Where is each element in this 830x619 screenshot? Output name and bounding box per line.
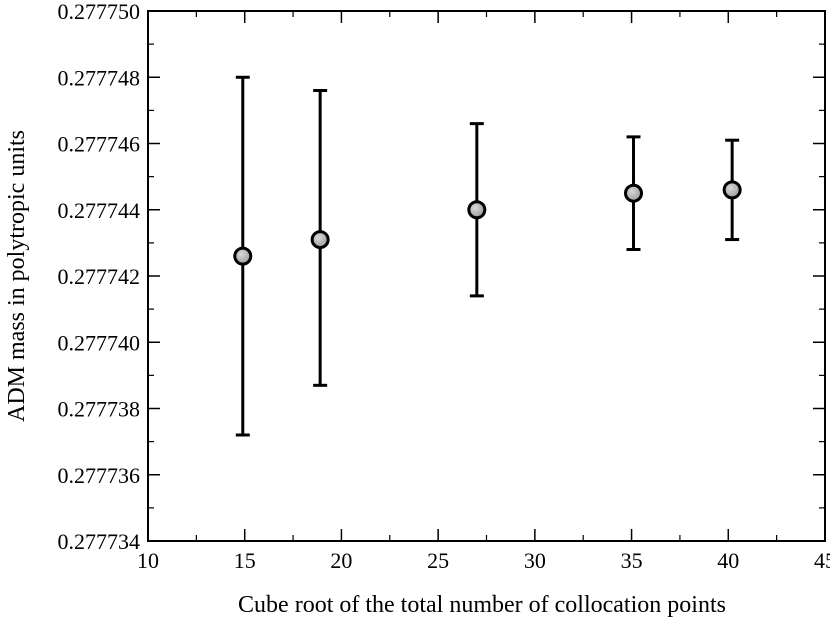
x-tick-label: 20 (330, 548, 352, 573)
data-markers (233, 180, 742, 266)
y-axis-label: ADM mass in polytropic units (4, 130, 30, 422)
x-tick-label: 10 (137, 548, 159, 573)
y-tick-label: 0.277750 (58, 0, 141, 24)
data-point (310, 230, 330, 250)
error-bars (235, 75, 740, 437)
y-tick-label: 0.277734 (58, 529, 141, 554)
x-tick-label: 35 (621, 548, 643, 573)
data-point (722, 180, 742, 200)
y-tick-label: 0.277736 (58, 463, 141, 488)
data-point (467, 200, 487, 220)
x-tick-label: 45 (814, 548, 830, 573)
x-tick-labels: 10 15 20 25 30 35 40 45 (137, 548, 830, 573)
y-tick-label: 0.277740 (58, 330, 141, 355)
plot-frame (147, 10, 826, 542)
y-tick-label: 0.277738 (58, 397, 141, 422)
axis-ticks (147, 10, 826, 542)
x-tick-label: 40 (717, 548, 739, 573)
x-tick-label: 30 (524, 548, 546, 573)
y-tick-label: 0.277746 (58, 132, 141, 157)
data-point (233, 246, 253, 266)
x-tick-label: 15 (234, 548, 256, 573)
y-tick-label: 0.277742 (58, 264, 141, 289)
y-tick-label: 0.277748 (58, 65, 141, 90)
data-point (624, 183, 644, 203)
y-tick-labels: 0.277734 0.277736 0.277738 0.277740 0.277742… (58, 0, 141, 554)
x-axis-label: Cube root of the total number of colloca… (238, 592, 726, 618)
x-tick-label: 25 (427, 548, 449, 573)
y-tick-label: 0.277744 (58, 198, 141, 223)
